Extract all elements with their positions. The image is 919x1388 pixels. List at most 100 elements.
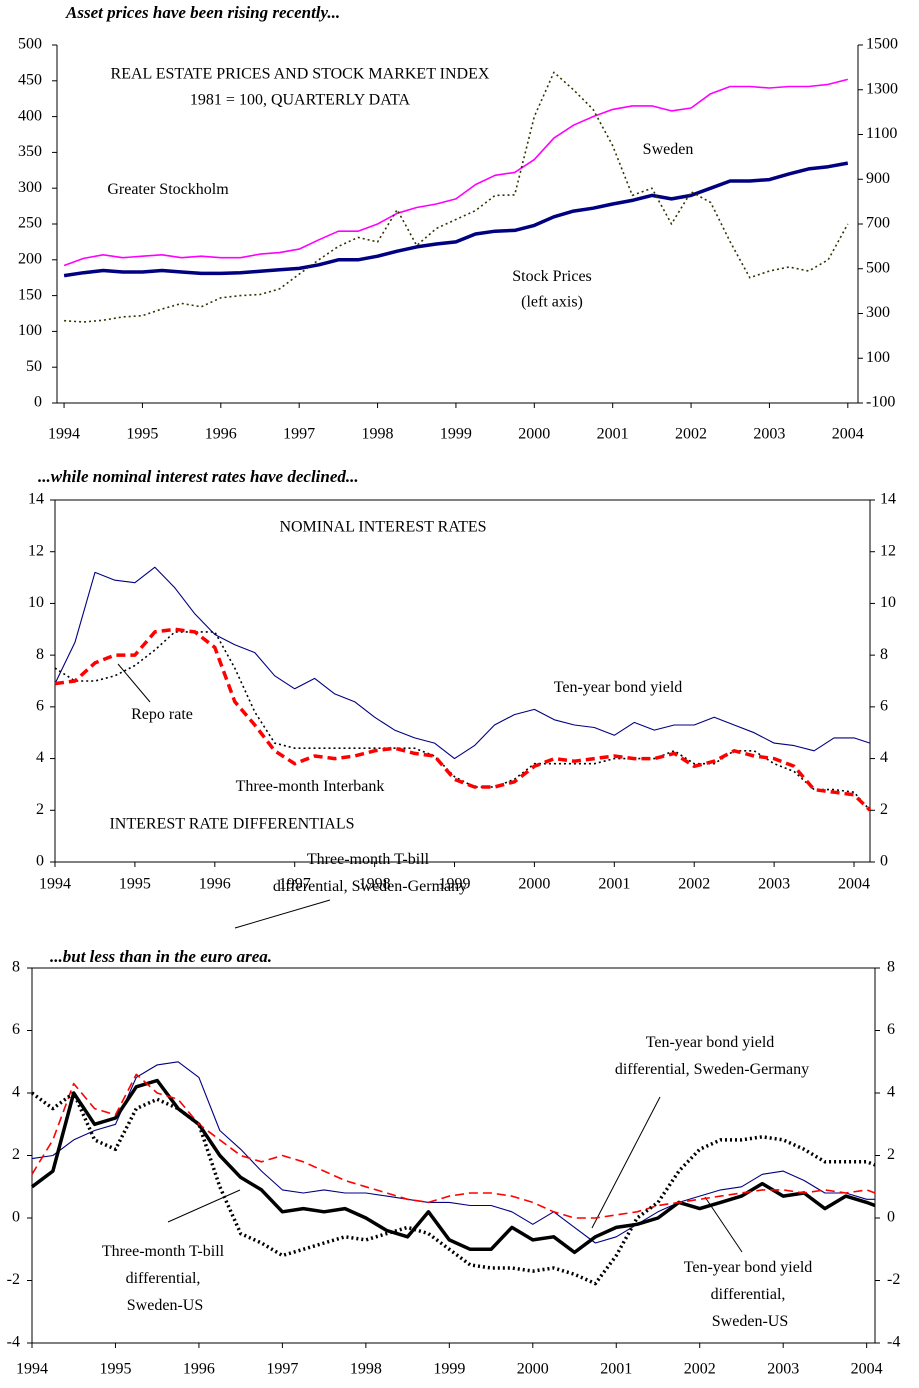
y2-tick-label: 12: [880, 542, 896, 559]
y-tick-label: 250: [18, 215, 42, 232]
x-tick-label: 2004: [838, 876, 870, 893]
y-tick-label: 4: [36, 749, 44, 766]
x-tick-label: 2004: [832, 426, 864, 443]
series-label: Ten-year bond yield differential, Sweden…: [684, 1259, 817, 1330]
y-tick-label: 2: [12, 1146, 20, 1163]
y2-tick-label: 700: [866, 215, 890, 232]
y2-tick-label: 900: [866, 170, 890, 187]
y2-tick-label: 100: [866, 349, 890, 366]
x-tick-label: 1998: [362, 426, 394, 443]
x-tick-label: 1996: [205, 426, 237, 443]
y-tick-label: 6: [36, 698, 44, 715]
y2-tick-label: 14: [880, 491, 896, 508]
y-tick-label: 100: [18, 322, 42, 339]
y-tick-label: 50: [26, 358, 42, 375]
x-tick-label: 2001: [597, 426, 629, 443]
y2-tick-label: 1300: [866, 80, 898, 97]
y2-tick-label: 6: [887, 1021, 895, 1038]
x-tick-label: 2003: [758, 876, 790, 893]
x-tick-label: 2003: [753, 426, 785, 443]
leader-line: [591, 1096, 661, 1229]
y2-tick-label: 500: [866, 259, 890, 276]
y-tick-label: 500: [18, 36, 42, 53]
y-tick-label: 400: [18, 107, 42, 124]
x-tick-label: 1997: [283, 426, 315, 443]
chart-title: INTEREST RATE DIFFERENTIALS: [109, 816, 354, 833]
y2-tick-label: 300: [866, 304, 890, 321]
chart-subtitle: 1981 = 100, QUARTERLY DATA: [190, 92, 411, 109]
y2-tick-label: 4: [887, 1084, 895, 1101]
series-line: [64, 71, 849, 323]
y-tick-label: 8: [36, 646, 44, 663]
series-label: Repo rate: [131, 706, 193, 723]
x-tick-label: 2002: [675, 426, 707, 443]
x-tick-label: 2002: [678, 876, 710, 893]
y-tick-label: 150: [18, 286, 42, 303]
series-label: Three-month T-bill differential, Sweden-…: [102, 1243, 228, 1314]
series-line: [54, 627, 872, 812]
series-label: Three-month T-bill differential, Sweden-…: [273, 851, 467, 895]
x-tick-label: 2002: [684, 1361, 716, 1378]
x-tick-label: 2001: [598, 876, 630, 893]
y-tick-label: 0: [34, 394, 42, 411]
x-tick-label: 1997: [266, 1361, 298, 1378]
series-label: Greater Stockholm: [107, 181, 229, 198]
y-tick-label: 12: [28, 542, 44, 559]
x-tick-label: 1998: [359, 876, 391, 893]
y2-tick-label: 8: [880, 646, 888, 663]
series-line: [63, 78, 848, 267]
y2-tick-label: 1500: [866, 36, 898, 53]
x-tick-label: 1994: [48, 426, 80, 443]
series-line: [54, 566, 871, 760]
x-tick-label: 2003: [767, 1361, 799, 1378]
x-tick-label: 1996: [199, 876, 231, 893]
series-line: [63, 161, 849, 278]
x-tick-label: 2004: [851, 1361, 883, 1378]
x-tick-label: 1999: [440, 426, 472, 443]
series-label: Three-month Interbank: [236, 778, 385, 795]
y-tick-label: 10: [28, 594, 44, 611]
y2-tick-label: 8: [887, 959, 895, 976]
series-label: Stock Prices: [512, 268, 592, 285]
series-label: Sweden: [643, 141, 694, 158]
y2-tick-label: 6: [880, 698, 888, 715]
series-line: [31, 1073, 876, 1219]
y-tick-label: 2: [36, 801, 44, 818]
series-label: Ten-year bond yield: [554, 679, 683, 696]
panel-heading: ...while nominal interest rates have dec…: [38, 467, 359, 486]
series-label: Ten-year bond yield differential, Sweden…: [615, 1034, 809, 1078]
y-tick-label: 300: [18, 179, 42, 196]
y2-tick-label: 4: [880, 749, 888, 766]
y-tick-label: 0: [12, 1209, 20, 1226]
y-tick-label: -2: [7, 1271, 20, 1288]
y-tick-label: 6: [12, 1021, 20, 1038]
y-tick-label: 200: [18, 250, 42, 267]
x-tick-label: 1994: [16, 1361, 48, 1378]
y-tick-label: 450: [18, 71, 42, 88]
x-tick-label: 1996: [183, 1361, 215, 1378]
chart-title: REAL ESTATE PRICES AND STOCK MARKET INDE…: [111, 66, 490, 83]
y2-tick-label: -2: [887, 1271, 900, 1288]
y-tick-label: 350: [18, 143, 42, 160]
y-tick-label: 14: [28, 491, 44, 508]
x-tick-label: 1995: [119, 876, 151, 893]
y2-tick-label: 0: [887, 1209, 895, 1226]
y2-tick-label: 10: [880, 594, 896, 611]
x-tick-label: 1994: [39, 876, 71, 893]
x-tick-label: 2000: [518, 426, 550, 443]
panel-heading: ...but less than in the euro area.: [50, 947, 272, 966]
x-tick-label: 2001: [600, 1361, 632, 1378]
x-tick-label: 1995: [126, 426, 158, 443]
annotation: (left axis): [521, 294, 583, 311]
x-tick-label: 2000: [517, 1361, 549, 1378]
plot-frame: [54, 499, 871, 863]
leader-line: [234, 899, 331, 929]
x-tick-label: 1999: [433, 1361, 465, 1378]
x-tick-label: 1999: [439, 876, 471, 893]
x-tick-label: 1995: [99, 1361, 131, 1378]
x-tick-label: 2000: [518, 876, 550, 893]
panel-heading: Asset prices have been rising recently..…: [65, 3, 340, 22]
y2-tick-label: 2: [887, 1146, 895, 1163]
